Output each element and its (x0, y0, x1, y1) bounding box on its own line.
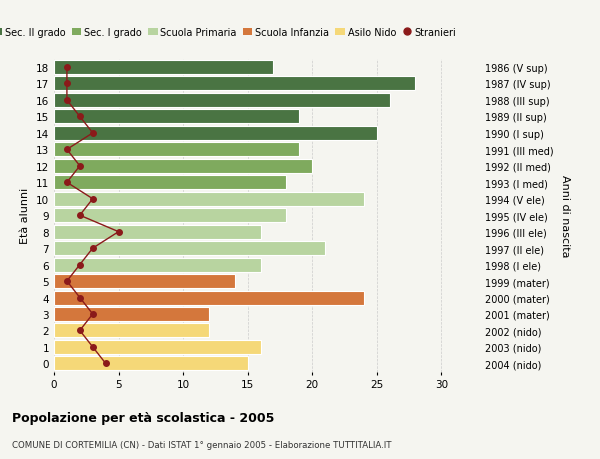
Bar (54, 225, 260, 239)
Y-axis label: Età alunni: Età alunni (20, 188, 31, 244)
Bar (54, 176, 286, 190)
Bar (54, 209, 286, 223)
Bar (54, 143, 299, 157)
Bar (54, 192, 364, 206)
Bar (54, 94, 389, 108)
Y-axis label: Anni di nascita: Anni di nascita (560, 174, 570, 257)
Bar (54, 274, 235, 288)
Text: Popolazione per età scolastica - 2005: Popolazione per età scolastica - 2005 (12, 411, 274, 424)
Bar (54, 340, 260, 354)
Bar (54, 258, 260, 272)
Bar (54, 308, 209, 321)
Bar (54, 159, 312, 174)
Bar (54, 77, 415, 91)
Bar (54, 291, 364, 305)
Text: COMUNE DI CORTEMILIA (CN) - Dati ISTAT 1° gennaio 2005 - Elaborazione TUTTITALIA: COMUNE DI CORTEMILIA (CN) - Dati ISTAT 1… (12, 440, 392, 449)
Bar (54, 127, 377, 140)
Bar (54, 61, 274, 75)
Bar (54, 110, 299, 124)
Bar (54, 357, 248, 370)
Bar (54, 324, 209, 338)
Bar (54, 241, 325, 256)
Legend: Sec. II grado, Sec. I grado, Scuola Primaria, Scuola Infanzia, Asilo Nido, Stran: Sec. II grado, Sec. I grado, Scuola Prim… (0, 24, 460, 42)
